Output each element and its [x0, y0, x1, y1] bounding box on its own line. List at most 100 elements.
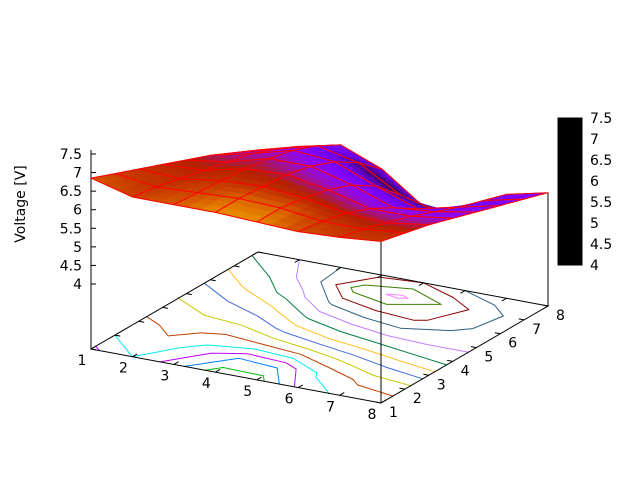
colorbar: 4 4.5 5 5.5 6 6.5 7 7.5 — [557, 111, 612, 274]
z-tick-label: 6.5 — [60, 184, 82, 200]
x-tick — [256, 376, 262, 381]
colorbar-tick-label: 4.5 — [590, 237, 612, 253]
surface-cell — [220, 168, 288, 188]
y-tick-label: 5 — [484, 350, 493, 366]
x-tick-label: 1 — [78, 353, 87, 369]
x-tick — [132, 353, 138, 358]
y-tick-mirror — [162, 306, 169, 309]
x-tick — [339, 392, 345, 396]
x-tick-mirror — [335, 266, 342, 271]
colorbar-tick-label: 6.5 — [590, 153, 612, 169]
contour-line-6.2 — [114, 334, 330, 394]
z-tick-label: 4.5 — [60, 258, 82, 274]
x-tick — [297, 384, 304, 389]
y-tick-mirror — [114, 334, 121, 337]
contour-line-5.8 — [178, 297, 412, 387]
x-tick — [173, 361, 179, 365]
z-tick-label: 7 — [73, 166, 82, 182]
surface-cell — [339, 228, 406, 242]
y-tick — [518, 318, 525, 321]
surface-cell — [113, 168, 182, 188]
colorbar-tick-label: 5.5 — [590, 195, 612, 211]
mesh-line — [339, 228, 406, 242]
y-tick-mirror — [186, 293, 192, 296]
y-tick — [447, 359, 453, 362]
contour-line-5.6 — [203, 282, 424, 380]
contour-line-5.2 — [251, 255, 448, 366]
x-tick-label: 4 — [202, 376, 211, 392]
x-tick-label: 8 — [368, 407, 377, 423]
colorbar-gradient — [558, 118, 582, 265]
x-tick-mirror — [418, 282, 424, 286]
y-tick-mirror — [138, 320, 145, 323]
y-tick-label: 7 — [532, 322, 541, 338]
surface-cell — [309, 161, 377, 187]
y-tick-label: 2 — [413, 391, 422, 407]
y-tick-mirror — [210, 279, 216, 282]
z-tick-label: 5 — [73, 240, 82, 256]
y-tick-label: 1 — [389, 405, 398, 421]
contour-line-6.6 — [183, 357, 280, 385]
y-tick-label: 3 — [437, 377, 446, 393]
x-tick-mirror — [377, 274, 383, 279]
contour-line-4.4 — [350, 284, 442, 305]
surface-cell — [334, 161, 401, 196]
colorbar-tick-label: 6 — [590, 174, 599, 190]
base-contour-lines — [95, 255, 504, 397]
y-tick — [399, 387, 405, 390]
x-tick-mirror — [253, 251, 259, 256]
contour-line-5 — [295, 259, 469, 353]
y-tick-label: 4 — [461, 363, 470, 379]
y-tick — [494, 332, 501, 335]
y-tick-mirror — [257, 251, 264, 254]
colorbar-tick-label: 7.5 — [590, 111, 612, 127]
z-tick-label: 6 — [73, 203, 82, 219]
y-tick — [470, 346, 477, 349]
contour-line-4.6 — [335, 276, 470, 321]
x-tick-mirror — [460, 290, 466, 294]
x-tick — [90, 345, 96, 350]
contour-line-6 — [146, 316, 394, 397]
colorbar-border — [557, 117, 583, 266]
contour-line-6.8 — [204, 367, 265, 382]
surface-cell — [286, 165, 354, 191]
corner-vertical-lines — [380, 192, 549, 404]
contour-line-4.8 — [320, 266, 504, 332]
surface-cell — [386, 215, 454, 226]
surface-cell — [90, 173, 158, 198]
surface-cell — [327, 184, 395, 210]
surface-cell — [138, 163, 205, 180]
y-tick — [375, 401, 382, 404]
x-tick-label: 2 — [119, 361, 128, 377]
y-tick-label: 8 — [556, 308, 565, 324]
surface-cell — [351, 184, 418, 210]
surface-cell — [255, 207, 323, 233]
x-tick-mirror — [294, 259, 300, 263]
x-tick-mirror — [543, 305, 549, 310]
z-axis: 4 4.5 5 5.5 6 6.5 7 7.5 — [60, 147, 96, 349]
x-tick-mirror — [501, 297, 507, 302]
contour-line-4.2 — [385, 293, 409, 299]
x-tick-label: 6 — [285, 392, 294, 408]
y-tick-mirror — [90, 348, 97, 351]
x-tick — [380, 399, 386, 404]
contour-line-6.4 — [95, 345, 297, 388]
y-tick-mirror — [234, 265, 240, 268]
y-tick — [423, 373, 429, 376]
z-tick-label: 4 — [73, 277, 82, 293]
colorbar-tick-label: 5 — [590, 216, 599, 232]
z-axis-title: Voltage [V] — [13, 165, 29, 242]
x-tick-label: 5 — [243, 384, 252, 400]
x-tick — [215, 369, 221, 373]
surface-cell — [316, 144, 383, 170]
x-tick-label: 3 — [160, 368, 169, 384]
z-tick-label: 7.5 — [60, 147, 82, 163]
contour-line-5.4 — [227, 268, 436, 373]
z-tick-label: 5.5 — [60, 221, 82, 237]
surface-cell — [303, 189, 371, 214]
surface-mesh — [90, 144, 549, 242]
y-tick-label: 6 — [508, 336, 517, 352]
